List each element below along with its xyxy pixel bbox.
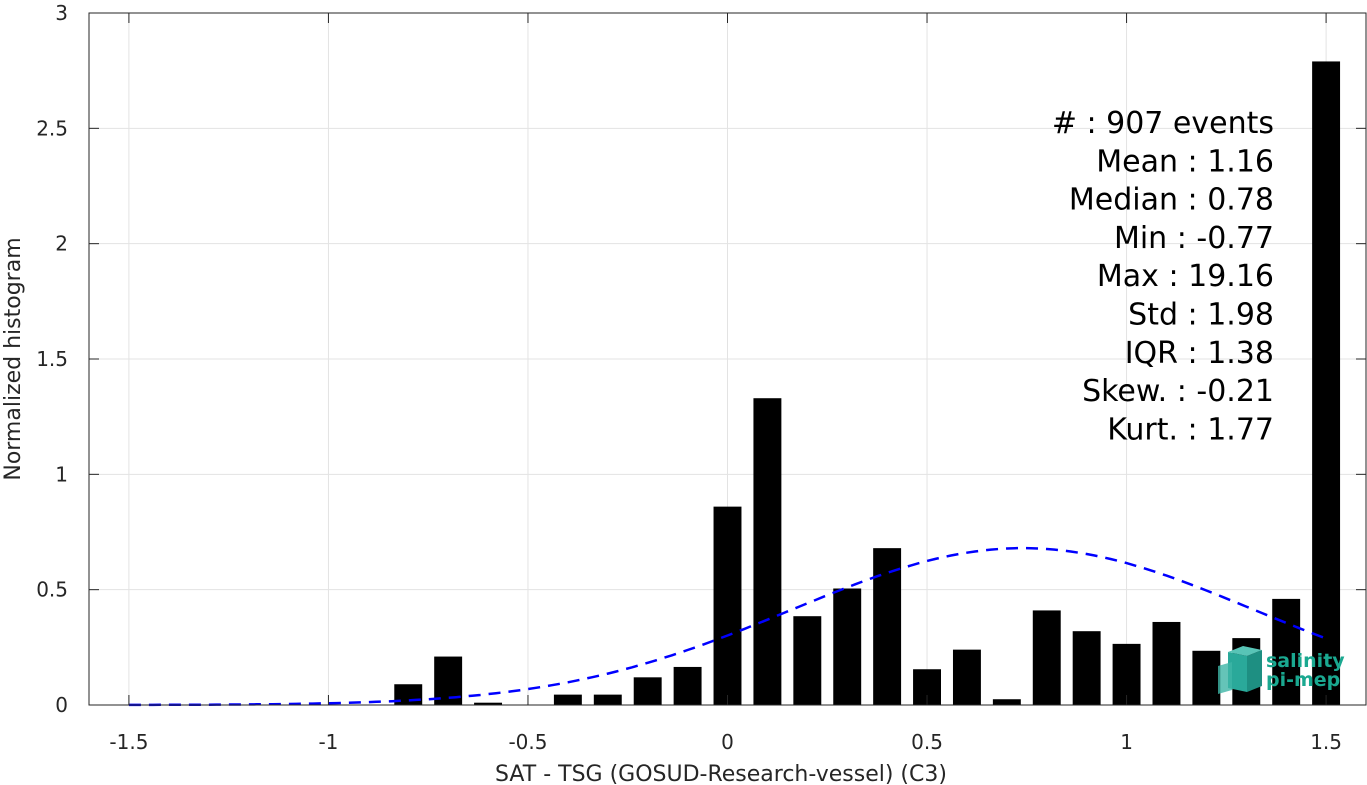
y-tick-label: 3 [55, 1, 68, 25]
histogram-bar [713, 506, 742, 705]
histogram-bar [633, 677, 662, 705]
histogram-bar [833, 588, 862, 705]
histogram-bar [553, 694, 582, 705]
histogram-bar [1192, 650, 1221, 705]
histogram-bar [873, 548, 902, 705]
stat-line: Kurt. : 1.77 [1107, 412, 1274, 447]
y-tick-label: 1 [55, 462, 68, 486]
stat-line: Min : -0.77 [1114, 221, 1274, 256]
logo-text-line1: salinity [1266, 650, 1345, 672]
x-tick-label: -1 [318, 730, 338, 754]
x-axis-title: SAT - TSG (GOSUD-Research-vessel) (C3) [495, 762, 947, 785]
x-tick-label: -1.5 [109, 730, 148, 754]
histogram-bar [474, 702, 503, 705]
histogram-bar [952, 649, 981, 705]
y-tick-label: 2 [55, 232, 68, 256]
x-tick-label: 0.5 [911, 730, 943, 754]
histogram-bar [1312, 61, 1341, 705]
logo-text-line2: pi-mep [1266, 669, 1340, 691]
histogram-bar [673, 666, 702, 705]
histogram-bar [992, 699, 1021, 705]
salinity-pimep-logo: salinity pi-mep [1218, 646, 1345, 694]
x-tick-label: 1 [1120, 730, 1133, 754]
x-tick-label: -0.5 [508, 730, 547, 754]
histogram-bar [1032, 610, 1061, 705]
gaussian-fit-curve [128, 546, 1327, 707]
histogram-bar [753, 398, 782, 705]
histogram-bar [593, 694, 622, 705]
histogram-bar [793, 616, 822, 705]
histogram-bars [394, 61, 1341, 705]
y-tick-label: 0.5 [36, 578, 68, 602]
histogram-bar [1152, 621, 1181, 705]
x-tick-label: 1.5 [1310, 730, 1342, 754]
histogram-bar [1072, 631, 1101, 705]
stat-line: # : 907 events [1052, 106, 1274, 141]
axis-ticks: -1.5 -1 -0.5 0 0.5 1 1.5 0 0.5 1 1.5 2 2.5 3 [36, 1, 1366, 754]
y-tick-label: 0 [55, 693, 68, 717]
y-tick-label: 1.5 [36, 347, 68, 371]
histogram-bar [1112, 643, 1141, 705]
stat-line: Skew. : -0.21 [1082, 374, 1274, 409]
stat-line: Max : 19.16 [1097, 259, 1274, 294]
x-tick-label: 0 [721, 730, 734, 754]
histogram-bar [1272, 598, 1301, 705]
stat-line: Std : 1.98 [1128, 298, 1274, 333]
stat-line: IQR : 1.38 [1125, 336, 1274, 371]
logo-cube-icon [1218, 646, 1262, 694]
stat-line: Median : 0.78 [1069, 183, 1274, 218]
y-tick-label: 2.5 [36, 116, 68, 140]
y-axis-title: Normalized histogram [1, 237, 26, 480]
stat-line: Mean : 1.16 [1096, 144, 1274, 179]
